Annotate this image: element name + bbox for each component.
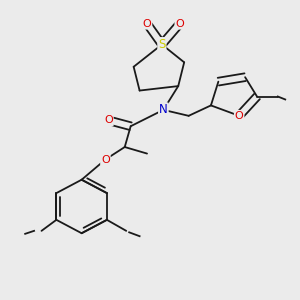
Text: N: N [159, 103, 168, 116]
Text: O: O [235, 111, 244, 121]
Text: S: S [158, 38, 166, 51]
Text: O: O [104, 115, 113, 125]
Text: O: O [101, 154, 110, 164]
Text: O: O [175, 19, 184, 29]
Text: O: O [143, 19, 152, 29]
